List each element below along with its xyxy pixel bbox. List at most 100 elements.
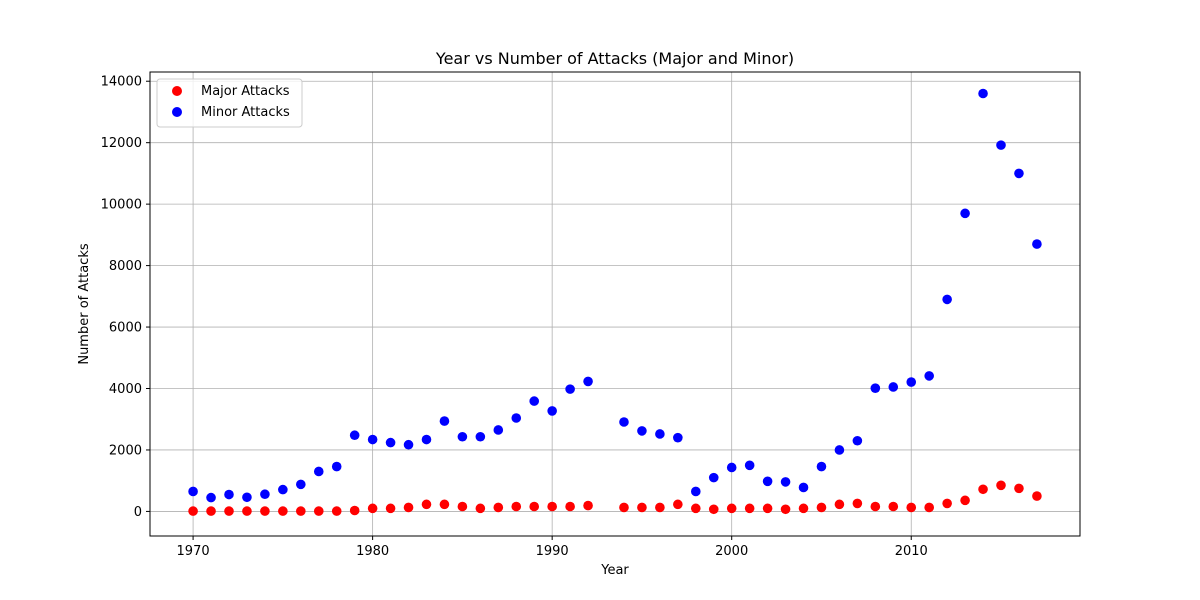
data-point: [385, 437, 396, 448]
y-axis-label: Number of Attacks: [77, 243, 92, 365]
data-point: [242, 506, 252, 516]
data-point: [385, 503, 396, 514]
data-point: [834, 499, 845, 510]
plot-area: [149, 71, 1081, 537]
x-axis-label: Year: [600, 563, 629, 578]
data-point: [924, 371, 934, 381]
data-point: [439, 416, 450, 426]
data-point: [744, 460, 755, 471]
data-point: [278, 506, 288, 516]
data-point: [224, 489, 234, 500]
data-point: [978, 484, 988, 495]
data-point: [421, 499, 432, 510]
data-point: [511, 501, 522, 512]
y-tick-label: 10000: [101, 198, 142, 213]
y-tick-label: 0: [134, 505, 142, 520]
data-point: [260, 489, 270, 500]
data-point: [224, 506, 234, 516]
legend-box: [156, 78, 303, 128]
data-point: [1032, 491, 1042, 501]
grid: [150, 72, 1080, 536]
data-point: [888, 382, 899, 392]
x-tick-label: 1990: [536, 544, 569, 559]
data-point: [924, 502, 934, 513]
data-point: [655, 429, 665, 439]
data-point: [583, 376, 593, 387]
data-point: [583, 500, 593, 511]
series-minor: [188, 88, 1042, 503]
data-point: [1014, 168, 1024, 179]
data-point: [1032, 239, 1042, 249]
legend: Major Attacks Minor Attacks: [156, 78, 303, 128]
axis-ticks: 1970 1980 1990 2000 2010 0 2000 4000 6000 8000 100…: [101, 75, 928, 559]
data-point: [296, 506, 306, 516]
data-point: [780, 504, 791, 515]
data-point: [188, 486, 198, 497]
data-point: [457, 431, 468, 442]
data-point: [511, 413, 522, 423]
data-point: [619, 417, 629, 427]
data-point: [188, 506, 198, 516]
data-point: [206, 506, 216, 516]
data-point: [906, 502, 917, 513]
data-point: [726, 462, 737, 473]
data-point: [547, 501, 557, 512]
data-point: [367, 434, 378, 445]
data-point: [493, 425, 504, 435]
data-point: [565, 384, 575, 394]
data-point: [942, 294, 952, 305]
data-point: [547, 406, 557, 416]
data-point: [367, 503, 378, 514]
data-point: [708, 504, 719, 515]
data-point: [655, 502, 665, 513]
legend-label-major: Major Attacks: [201, 84, 290, 99]
data-point: [960, 495, 970, 506]
y-tick-label: 12000: [101, 136, 142, 151]
data-point: [278, 484, 288, 495]
data-point: [960, 208, 970, 219]
data-point: [726, 503, 737, 514]
data-point: [996, 480, 1006, 491]
data-point: [403, 439, 414, 450]
data-point: [349, 505, 360, 516]
data-point: [690, 503, 701, 514]
data-point: [816, 502, 827, 513]
legend-marker-major: [172, 86, 182, 96]
y-tick-label: 14000: [101, 75, 142, 90]
data-point: [565, 501, 575, 512]
data-point: [529, 396, 540, 406]
data-point: [762, 476, 773, 487]
data-point: [690, 486, 701, 497]
y-tick-label: 4000: [109, 382, 142, 397]
data-point: [331, 461, 342, 472]
legend-marker-minor: [172, 107, 182, 117]
data-point: [798, 482, 809, 493]
data-point: [888, 501, 899, 512]
x-tick-label: 2000: [715, 544, 748, 559]
x-tick-label: 2010: [895, 544, 928, 559]
data-point: [313, 506, 324, 516]
data-points: [188, 88, 1042, 516]
data-point: [529, 501, 540, 512]
data-point: [870, 501, 881, 512]
data-point: [637, 502, 647, 513]
data-point: [798, 503, 809, 514]
data-point: [296, 479, 306, 490]
data-point: [439, 499, 450, 510]
data-point: [780, 477, 791, 487]
y-tick-label: 6000: [109, 321, 142, 336]
data-point: [421, 434, 432, 445]
data-point: [637, 426, 647, 436]
data-point: [870, 383, 881, 393]
chart-title: Year vs Number of Attacks (Major and Min…: [435, 49, 794, 68]
y-tick-label: 2000: [109, 443, 142, 458]
data-point: [708, 472, 719, 483]
data-point: [762, 503, 773, 514]
data-point: [744, 503, 755, 514]
data-point: [206, 492, 216, 503]
data-point: [906, 377, 917, 387]
data-point: [816, 461, 827, 472]
data-point: [978, 88, 988, 99]
data-point: [673, 499, 683, 510]
